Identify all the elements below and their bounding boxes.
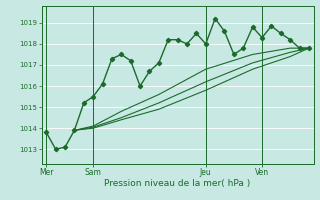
X-axis label: Pression niveau de la mer( hPa ): Pression niveau de la mer( hPa ) — [104, 179, 251, 188]
